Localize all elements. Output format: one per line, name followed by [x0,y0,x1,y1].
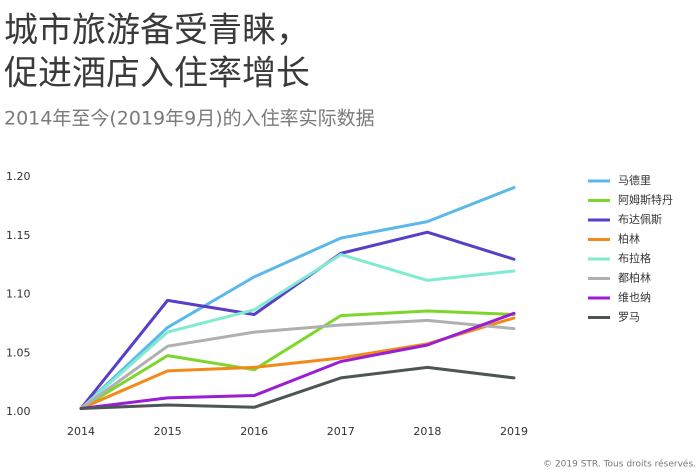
x-tick-label: 2014 [67,425,95,438]
series-line [79,253,516,410]
series-line [79,186,516,410]
y-tick-label: 1.20 [6,170,31,183]
chart-title: 城市旅游备受青睐， [4,11,310,51]
source: © 2019 STR. Tous droits réservés. [543,459,696,470]
legend-label: 维也纳 [618,291,651,304]
x-tick-label: 2017 [327,425,355,438]
chart-title: 促进酒店入住率增长 [4,54,310,94]
x-tick-label: 2015 [154,425,182,438]
x-tick-label: 2016 [240,425,268,438]
y-tick-label: 1.10 [6,288,31,301]
legend-label: 都柏林 [618,271,651,285]
legend-label: 柏林 [618,232,640,246]
x-tick-label: 2018 [413,425,441,438]
series-line [79,318,516,410]
legend-label: 阿姆斯特丹 [618,193,673,207]
legend-label: 布拉格 [618,251,651,265]
y-tick-label: 1.00 [6,405,31,418]
series-line [79,365,516,410]
y-tick-label: 1.05 [6,346,31,359]
legend-label: 马德里 [618,173,651,187]
series-line [79,311,516,410]
series-line [79,309,516,410]
y-tick-label: 1.15 [6,229,31,242]
legend-label: 罗马 [618,311,640,324]
legend-label: 布达佩斯 [618,212,662,226]
chart-subtitle: 2014年至今(2019年9月)的入住率实际数据 [4,108,375,130]
x-tick-label: 2019 [500,425,528,438]
